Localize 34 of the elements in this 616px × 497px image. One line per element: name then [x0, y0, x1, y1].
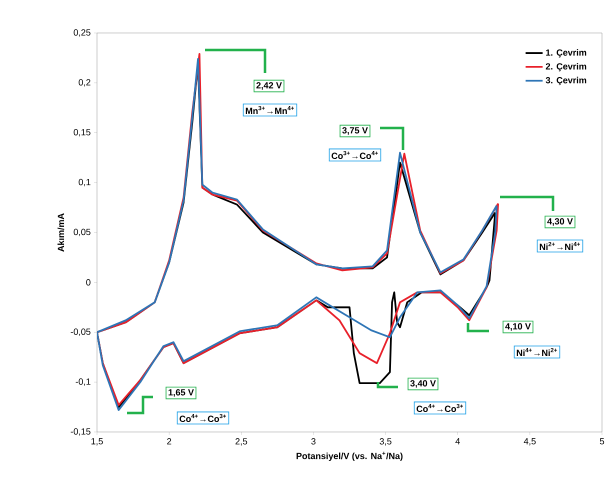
- y-tick-label: 0,1: [78, 178, 90, 186]
- x-tick-label: 5: [600, 438, 604, 444]
- legend-label: 1. Çevrim: [546, 49, 586, 58]
- annotation: Co$^{4+}$→Co$^{3+}$: [180, 414, 226, 422]
- legend-label: 2. Çevrim: [546, 62, 586, 72]
- y-tick-label: 0: [86, 279, 90, 286]
- x-tick-label: 3,5: [380, 438, 392, 446]
- annotation: Co$^{3+}$→Co$^{4+}$: [332, 150, 378, 160]
- y-tick-label: 0,05: [74, 228, 90, 236]
- y-tick-label: -0,15: [70, 428, 90, 436]
- x-axis-title: Potansiyel/V (vs. Na$^{+}$/Na): [296, 452, 403, 461]
- x-tick-label: 3: [311, 438, 316, 445]
- y-tick-label: -0,1: [76, 378, 90, 386]
- annotation: 3,75 V: [342, 127, 368, 135]
- annotation: Co$^{4+}$→Co$^{3+}$: [416, 404, 464, 412]
- y-tick-label: 0,25: [74, 29, 90, 37]
- legend-label: 3. Çevrim: [546, 76, 586, 86]
- annotation: 1,65 V: [168, 389, 194, 397]
- annotation: Ni$^{4+}$→Ni$^{2+}$: [516, 348, 558, 356]
- y-axis-title: Akım/mA: [58, 213, 64, 252]
- annotation: 4,10 V: [505, 323, 531, 331]
- x-tick-label: 4: [455, 438, 460, 444]
- annotation: 2,42 V: [256, 82, 282, 90]
- y-tick-label: 0,15: [74, 129, 90, 136]
- y-tick-label: 0,2: [78, 79, 90, 87]
- y-tick-label: -0,05: [70, 328, 90, 336]
- x-tick-label: 2: [167, 438, 172, 444]
- x-tick-label: 1,5: [91, 438, 103, 446]
- x-tick-label: 4,5: [524, 438, 536, 446]
- annotation: Mn$^{3+}$→Mn$^{4+}$: [246, 106, 294, 114]
- x-tick-label: 2,5: [236, 438, 248, 446]
- annotation: 4,30 V: [547, 218, 573, 226]
- annotation: 3,40 V: [410, 380, 436, 388]
- annotation: Ni$^{2+}$→Ni$^{4+}$: [540, 242, 580, 250]
